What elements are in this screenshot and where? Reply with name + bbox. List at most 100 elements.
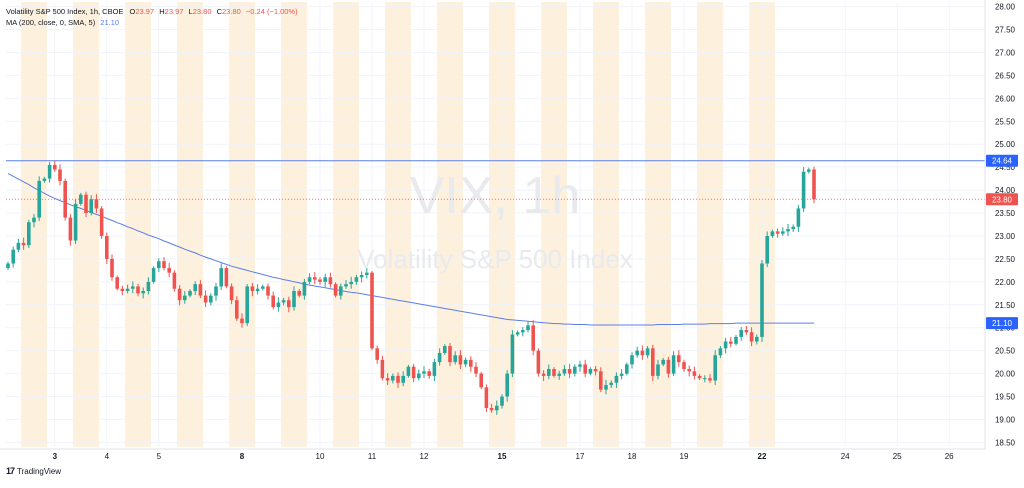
candle-body <box>593 369 598 372</box>
candle-body <box>63 180 67 218</box>
candle-body <box>21 242 26 246</box>
tradingview-brand[interactable]: 17 TradingView <box>6 466 61 476</box>
candle-body <box>599 371 603 390</box>
candle-body <box>531 325 535 351</box>
legend-ohlc-row: Volatility S&P 500 Index, 1h, CBOE O23.9… <box>6 6 298 17</box>
candle-body <box>755 336 759 342</box>
legend-l-label: L <box>188 7 193 16</box>
candle-body <box>708 378 712 381</box>
candle-body <box>99 208 104 236</box>
candle-body <box>796 208 801 227</box>
candle-body <box>302 281 307 296</box>
x-tick-label: 22 <box>758 452 767 461</box>
y-tick-label: 24.00 <box>995 186 1016 195</box>
x-tick-label: 5 <box>157 452 162 461</box>
candle-body <box>682 362 686 370</box>
candle-body <box>344 284 348 287</box>
candle-body <box>443 346 447 353</box>
candle-body <box>94 199 99 209</box>
candle-body <box>115 277 119 289</box>
watermark-name: Volatility S&P 500 Index <box>357 244 633 274</box>
candle-body <box>16 242 21 250</box>
candle-body <box>749 332 754 342</box>
y-tick-label: 19.50 <box>995 393 1016 402</box>
candle-body <box>157 261 161 269</box>
session-band <box>697 2 723 447</box>
candle-body <box>411 366 416 379</box>
x-tick-label: 25 <box>893 452 902 461</box>
candle-body <box>760 263 764 337</box>
y-tick-label: 24.50 <box>995 163 1016 172</box>
candle-body <box>292 291 296 308</box>
candle-body <box>453 355 457 363</box>
candle-body <box>146 281 151 292</box>
candle-body <box>458 355 463 365</box>
x-tick-label: 3 <box>53 452 58 461</box>
candle-body <box>385 378 390 381</box>
candle-body <box>391 375 395 381</box>
candle-body <box>645 348 650 356</box>
candle-body <box>495 405 499 411</box>
candle-body <box>261 286 265 289</box>
candle-body <box>770 231 775 236</box>
y-tick-label: 25.00 <box>995 140 1016 149</box>
candle-body <box>141 291 145 294</box>
candle-body <box>786 229 790 232</box>
candle-body <box>245 286 249 324</box>
candle-body <box>469 359 473 367</box>
candle-body <box>370 272 374 349</box>
candle-body <box>42 178 47 181</box>
candle-body <box>73 203 78 241</box>
candle-body <box>68 217 73 241</box>
candle-body <box>297 291 301 296</box>
x-tick-label: 12 <box>420 452 429 461</box>
candle-body <box>250 286 255 292</box>
candle-body <box>229 286 234 301</box>
candle-body <box>255 288 260 292</box>
candle-body <box>666 359 671 374</box>
session-band <box>177 2 203 447</box>
session-band <box>645 2 671 447</box>
candle-body <box>562 369 567 374</box>
legend-o-label: O <box>129 7 136 16</box>
candle-body <box>812 169 816 200</box>
candle-body <box>219 268 223 287</box>
x-tick-label: 26 <box>945 452 954 461</box>
session-band <box>281 2 307 447</box>
y-tick-label: 27.00 <box>995 48 1016 57</box>
candle-body <box>396 375 400 383</box>
candle-body <box>526 325 530 331</box>
candle-body <box>583 364 587 374</box>
candle-body <box>172 272 177 289</box>
ma-price-badge-label: 21.10 <box>992 319 1013 328</box>
legend-ma-label: MA (200, close, 0, SMA, 5) <box>6 18 96 27</box>
x-tick-label: 24 <box>841 452 850 461</box>
candle-body <box>53 164 57 170</box>
candle-body <box>110 258 114 278</box>
candle-body <box>505 373 509 397</box>
y-tick-label: 18.50 <box>995 438 1016 447</box>
session-band <box>125 2 151 447</box>
y-tick-label: 27.50 <box>995 26 1016 35</box>
candle-body <box>781 231 785 234</box>
candle-body <box>307 277 312 282</box>
candle-body <box>432 362 437 376</box>
candle-body <box>177 288 182 301</box>
candle-body <box>339 286 343 296</box>
candle-body <box>801 171 806 209</box>
x-tick-label: 15 <box>498 452 507 461</box>
candle-body <box>32 217 36 223</box>
candle-body <box>765 235 769 264</box>
candle-body <box>573 366 577 374</box>
candle-body <box>521 330 525 333</box>
last-price-badge-label: 23.80 <box>992 195 1013 204</box>
candle-body <box>406 366 411 376</box>
tradingview-logo-icon: 17 <box>6 466 15 476</box>
legend-ma-row: MA (200, close, 0, SMA, 5) 21.10 <box>6 17 298 28</box>
candle-body <box>515 332 520 335</box>
y-tick-label: 22.50 <box>995 255 1016 264</box>
candle-body <box>125 288 130 292</box>
candle-body <box>6 263 10 269</box>
